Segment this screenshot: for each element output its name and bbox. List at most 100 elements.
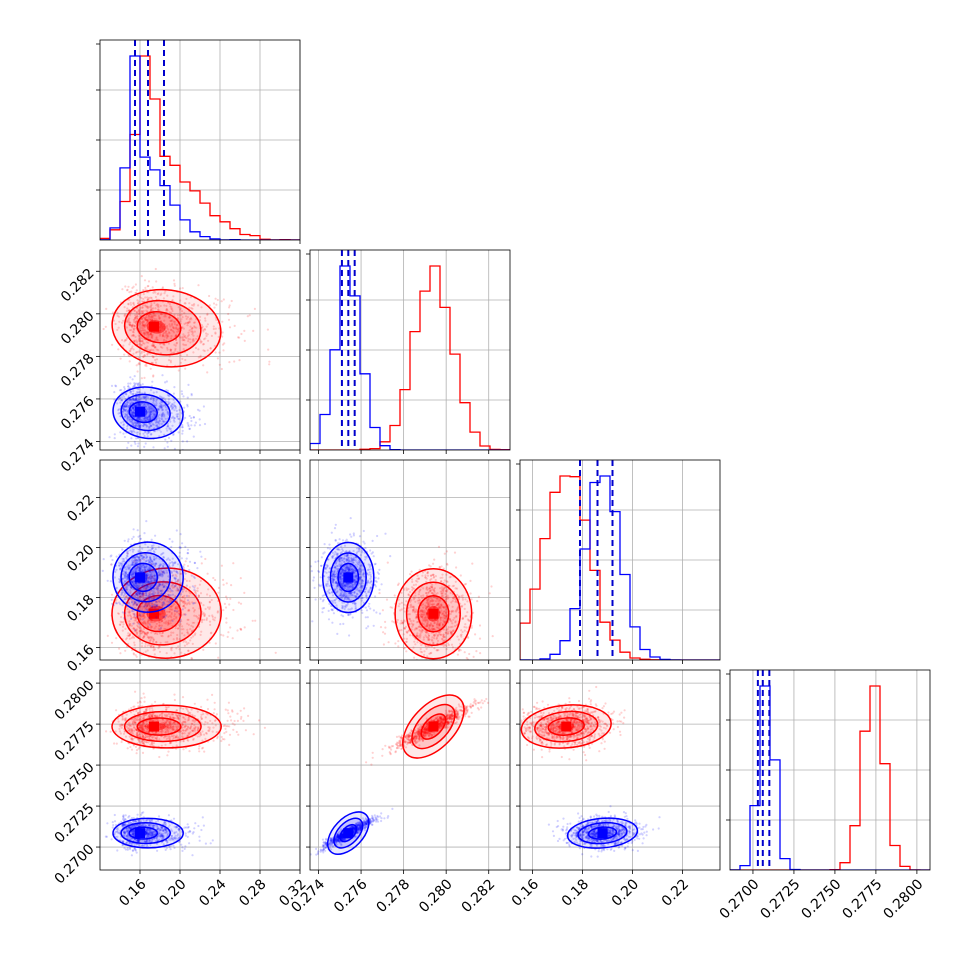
scatter-point <box>191 327 194 330</box>
scatter-point <box>131 420 134 423</box>
scatter-point <box>139 403 142 406</box>
scatter-point <box>146 605 149 608</box>
scatter-point <box>136 404 139 407</box>
scatter-point <box>122 620 125 624</box>
scatter-point <box>130 430 133 433</box>
scatter-point <box>119 623 122 626</box>
scatter-point <box>166 410 169 413</box>
scatter-point <box>190 424 193 427</box>
scatter-point <box>144 442 147 445</box>
scatter-point <box>190 629 194 633</box>
scatter-point <box>133 440 136 443</box>
scatter-point <box>134 321 137 324</box>
scatter-point <box>162 412 165 415</box>
scatter-point <box>176 330 179 333</box>
scatter-point <box>131 345 134 348</box>
scatter-point <box>165 620 168 623</box>
scatter-point <box>141 306 144 309</box>
scatter-point <box>150 344 153 347</box>
scatter-point <box>125 405 128 408</box>
scatter-point <box>204 337 207 340</box>
scatter-point <box>135 631 138 634</box>
scatter-point <box>141 340 144 343</box>
scatter-point <box>172 295 175 298</box>
scatter-point <box>134 351 138 354</box>
scatter-point <box>143 391 146 394</box>
scatter-point <box>208 600 211 603</box>
scatter-point <box>196 598 199 601</box>
scatter-point <box>132 392 135 395</box>
scatter-point <box>127 540 130 543</box>
scatter-point <box>175 605 178 608</box>
scatter-point <box>140 605 143 608</box>
scatter-point <box>142 329 145 332</box>
scatter-point <box>144 323 147 326</box>
scatter-point <box>124 285 127 288</box>
scatter-point <box>132 389 135 393</box>
scatter-point <box>137 418 140 421</box>
scatter-point <box>146 320 149 323</box>
scatter-point <box>118 647 121 650</box>
scatter-point <box>201 613 204 616</box>
scatter-point <box>483 665 485 667</box>
scatter-point <box>130 444 133 447</box>
scatter-point <box>181 316 184 319</box>
scatter-point <box>152 344 155 347</box>
scatter-point <box>124 409 127 412</box>
scatter-point <box>166 393 169 397</box>
scatter-point <box>117 612 120 615</box>
scatter-point <box>136 424 139 427</box>
scatter-point <box>111 558 114 562</box>
scatter-point <box>136 416 139 419</box>
scatter-point <box>152 644 155 648</box>
scatter-point <box>382 643 385 646</box>
scatter-point <box>168 607 171 611</box>
scatter-point <box>147 313 150 317</box>
scatter-point <box>188 427 191 431</box>
scatter-point <box>200 562 203 565</box>
scatter-point <box>190 636 193 639</box>
scatter-point <box>192 334 195 337</box>
scatter-point <box>134 654 137 657</box>
scatter-point <box>135 567 139 570</box>
scatter-point <box>455 566 458 569</box>
scatter-point <box>152 645 155 649</box>
scatter-point <box>173 343 176 346</box>
scatter-point <box>133 318 136 321</box>
scatter-point <box>203 618 206 621</box>
scatter-point <box>135 655 138 658</box>
scatter-point <box>133 643 136 647</box>
scatter-point <box>146 435 149 438</box>
scatter-point <box>174 407 177 410</box>
scatter-point <box>142 355 145 358</box>
scatter-point <box>143 635 146 638</box>
scatter-point <box>141 642 144 645</box>
panel-0-0 <box>96 40 301 244</box>
scatter-point <box>187 623 190 626</box>
scatter-point <box>121 399 124 402</box>
scatter-point <box>177 417 180 420</box>
scatter-point <box>155 616 158 619</box>
scatter-point <box>490 585 493 588</box>
scatter-point <box>199 340 202 343</box>
scatter-point <box>148 413 151 416</box>
scatter-point <box>189 639 192 642</box>
scatter-point <box>193 588 196 592</box>
scatter-point <box>223 602 226 606</box>
scatter-point <box>163 413 166 417</box>
scatter-point <box>178 314 181 317</box>
scatter-point <box>145 425 148 428</box>
scatter-point <box>136 388 139 391</box>
scatter-point <box>135 341 139 344</box>
scatter-point <box>138 338 141 341</box>
scatter-point <box>161 409 164 412</box>
scatter-point <box>138 311 141 314</box>
scatter-point <box>218 351 221 354</box>
scatter-point <box>153 627 156 630</box>
scatter-point <box>432 562 435 565</box>
scatter-point <box>221 335 224 338</box>
scatter-point <box>145 520 148 523</box>
scatter-point <box>142 424 145 427</box>
scatter-point <box>149 333 152 336</box>
scatter-point <box>147 631 150 634</box>
